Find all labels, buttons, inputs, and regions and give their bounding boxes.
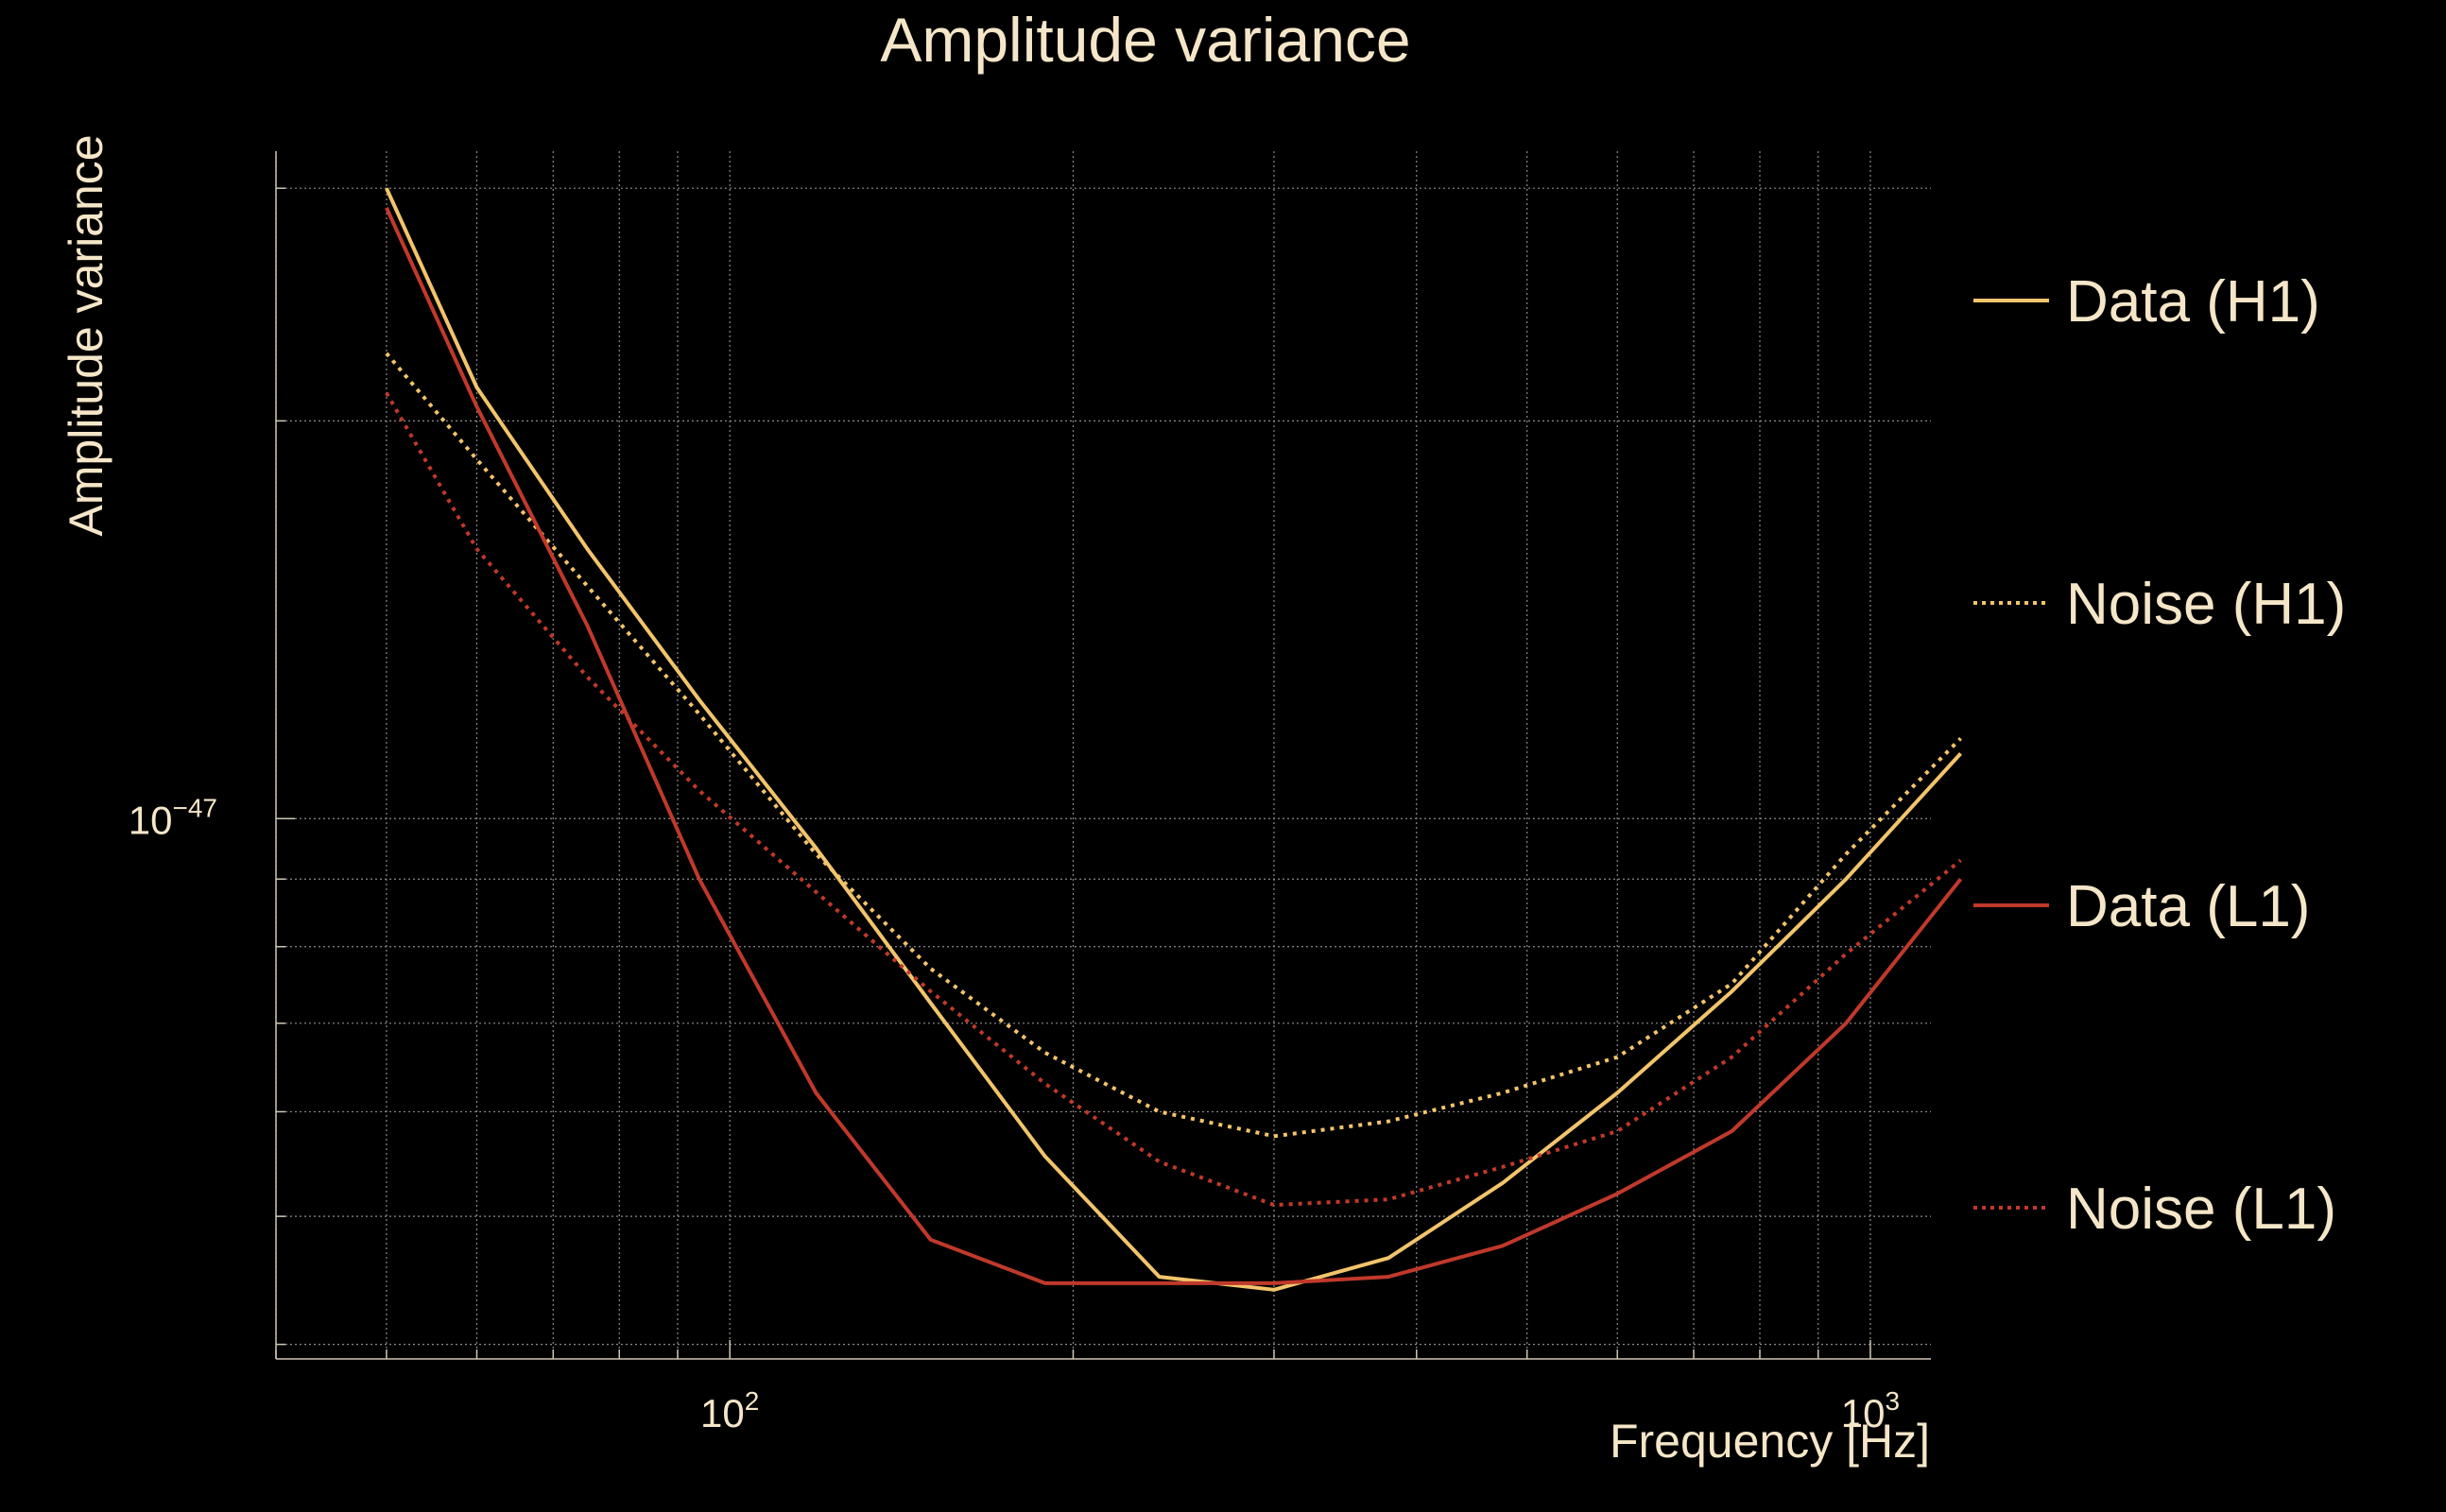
x-tick-label-exponent: 3	[1886, 1386, 1901, 1416]
x-tick-label-base: 10	[1841, 1391, 1886, 1435]
legend: Data (H1) Noise (H1) Data (L1) Noise (L1)	[1973, 269, 2346, 1242]
legend-label-3: Noise (L1)	[2066, 1177, 2336, 1242]
series-lines	[385, 187, 1963, 1292]
series-line-0	[385, 187, 1962, 1292]
y-tick-label-exponent: −47	[173, 793, 218, 822]
x-axis-label: Frequency [Hz]	[1610, 1415, 1930, 1468]
x-tick-label: 102	[700, 1386, 759, 1435]
chart-title: Amplitude variance	[880, 5, 1410, 75]
y-axis-label: Amplitude variance	[60, 134, 112, 536]
x-tick-label-base: 10	[700, 1391, 745, 1435]
series-line-3	[385, 391, 1962, 1208]
grid	[275, 151, 1931, 1359]
legend-label-1: Noise (H1)	[2066, 572, 2346, 637]
x-tick-label-exponent: 2	[745, 1386, 760, 1416]
series-line-1	[385, 352, 1962, 1139]
series-line-2	[385, 206, 1963, 1285]
axes	[275, 151, 1931, 1360]
x-tick-label: 103	[1841, 1386, 1900, 1435]
legend-label-0: Data (H1)	[2066, 269, 2320, 335]
y-tick-label-base: 10	[129, 798, 173, 842]
legend-label-2: Data (L1)	[2066, 874, 2310, 939]
y-tick-label: 10−47	[129, 793, 217, 842]
